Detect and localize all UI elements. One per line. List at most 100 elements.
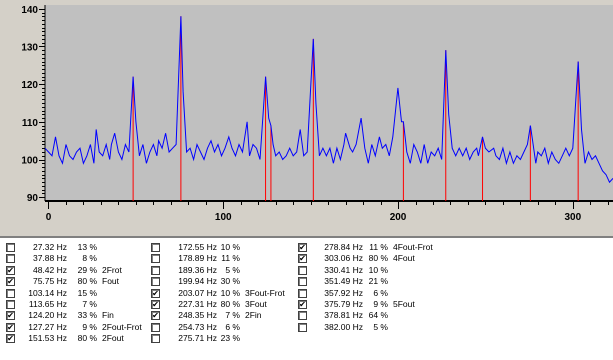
- peak-row: ✔ 278.84 Hz 11 % 4Fout-Frot: [0, 242, 613, 253]
- peak-percent: 7 %: [225, 310, 240, 321]
- spectrum-line: [44, 16, 613, 184]
- peak-row: 357.92 Hz 6 %: [0, 288, 613, 299]
- y-tick-label: 110: [22, 118, 39, 129]
- peak-frequency: 382.00 Hz: [324, 321, 363, 332]
- peak-checkbox[interactable]: [151, 265, 160, 275]
- peak-row: ✔ 203.07 Hz 10 % 3Fout-Frot: [0, 288, 613, 299]
- peak-percent: 10 %: [368, 264, 388, 275]
- peak-frequency: 357.92 Hz: [324, 287, 363, 298]
- peak-checkbox[interactable]: [151, 243, 160, 252]
- peak-percent: 23 %: [220, 333, 240, 344]
- peak-row: 330.41 Hz 10 %: [0, 265, 613, 276]
- peak-row: ✔ 75.75 Hz 80 % Fout: [0, 276, 613, 287]
- peak-percent: 5 %: [225, 264, 240, 275]
- peak-row: 275.71 Hz 23 %: [0, 333, 613, 344]
- peak-row: ✔ 124.20 Hz 33 % Fin: [0, 310, 613, 321]
- peak-percent: 80 %: [77, 276, 97, 287]
- peak-checkbox[interactable]: ✔: [298, 300, 307, 309]
- peak-checkbox[interactable]: ✔: [6, 311, 15, 321]
- peak-checkbox[interactable]: [151, 277, 160, 287]
- peak-percent: 6 %: [225, 321, 240, 332]
- peak-checkbox[interactable]: [298, 265, 307, 275]
- peak-frequency: 113.65 Hz: [28, 299, 67, 309]
- peak-row: ✔ 227.31 Hz 80 % 3Fout: [0, 299, 613, 310]
- peak-percent: 11 %: [221, 253, 240, 264]
- peak-row: 113.65 Hz 7 %: [0, 299, 613, 310]
- peak-checkbox[interactable]: ✔: [298, 254, 307, 264]
- peak-frequency: 27.32 Hz: [32, 242, 67, 252]
- peak-frequency: 227.31 Hz: [178, 299, 217, 309]
- peak-frequency: 172.55 Hz: [178, 242, 217, 252]
- peak-checkbox[interactable]: ✔: [6, 322, 15, 332]
- x-tick-label: 200: [390, 212, 407, 223]
- peak-percent: 10 %: [220, 242, 240, 252]
- peak-percent: 15 %: [77, 287, 97, 298]
- peak-row: 254.73 Hz 6 %: [0, 322, 613, 333]
- peak-frequency: 351.49 Hz: [324, 276, 363, 287]
- peak-row: ✔ 375.79 Hz 9 % 5Fout: [0, 299, 613, 310]
- peak-checkbox[interactable]: [6, 243, 15, 252]
- peak-row: ✔ 303.06 Hz 80 % 4Fout: [0, 253, 613, 264]
- peak-label: 4Fout-Frot: [393, 242, 433, 252]
- peak-label: 2Fout-Frot: [102, 321, 142, 332]
- peak-checkbox[interactable]: [6, 254, 15, 264]
- peak-checkbox[interactable]: [298, 277, 307, 287]
- peak-checkbox[interactable]: [298, 322, 307, 332]
- peak-frequency: 127.27 Hz: [28, 321, 67, 332]
- peak-percent: 13 %: [77, 242, 97, 252]
- peak-label: 2Fout: [102, 333, 124, 344]
- peak-frequency: 178.89 Hz: [178, 253, 217, 264]
- peak-percent: 30 %: [220, 276, 240, 287]
- peak-frequency: 189.36 Hz: [178, 264, 217, 275]
- peak-row: 27.32 Hz 13 %: [0, 242, 613, 253]
- y-tick-label: 90: [27, 193, 39, 204]
- peak-percent: 5 %: [373, 321, 388, 332]
- peak-checkbox[interactable]: [298, 288, 307, 298]
- peak-label: 3Fout: [245, 299, 267, 309]
- peak-row: 382.00 Hz 5 %: [0, 322, 613, 333]
- peak-frequency: 248.35 Hz: [178, 310, 217, 321]
- x-tick-label: 300: [564, 212, 581, 223]
- peak-frequency: 378.81 Hz: [324, 310, 363, 321]
- peak-checkbox[interactable]: ✔: [151, 288, 160, 298]
- peak-label: 5Fout: [393, 299, 415, 309]
- peak-checkbox[interactable]: [151, 334, 160, 344]
- peak-checkbox[interactable]: [6, 300, 15, 309]
- peak-checkbox[interactable]: ✔: [6, 277, 15, 287]
- peak-list-panel: 27.32 Hz 13 % 37.88 Hz 8 % ✔ 48.42 Hz 29 % 2Fro…: [0, 236, 613, 360]
- peak-row: 199.94 Hz 30 %: [0, 276, 613, 287]
- peak-row: ✔ 151.53 Hz 80 % 2Fout: [0, 333, 613, 344]
- peak-percent: 21 %: [368, 276, 388, 287]
- peak-frequency: 75.75 Hz: [32, 276, 67, 287]
- peak-percent: 8 %: [82, 253, 97, 264]
- y-tick-label: 120: [21, 80, 38, 91]
- peak-row: 351.49 Hz 21 %: [0, 276, 613, 287]
- peak-checkbox[interactable]: ✔: [151, 300, 160, 309]
- peak-frequency: 103.14 Hz: [28, 287, 67, 298]
- peak-percent: 11 %: [369, 242, 388, 252]
- peak-checkbox[interactable]: [6, 288, 15, 298]
- peak-percent: 9 %: [82, 321, 97, 332]
- peak-checkbox[interactable]: ✔: [6, 334, 15, 344]
- peak-label: 2Frot: [102, 264, 122, 275]
- peak-percent: 6 %: [373, 287, 388, 298]
- x-tick-label: 100: [215, 212, 232, 223]
- peak-percent: 64 %: [368, 310, 388, 321]
- peak-checkbox[interactable]: [151, 322, 160, 332]
- peak-label: 2Fin: [245, 310, 262, 321]
- peak-frequency: 254.73 Hz: [178, 321, 217, 332]
- peak-checkbox[interactable]: ✔: [298, 243, 307, 252]
- peak-row: 378.81 Hz 64 %: [0, 310, 613, 321]
- peak-checkbox[interactable]: ✔: [151, 311, 160, 321]
- peak-checkbox[interactable]: [151, 254, 160, 264]
- peak-row: 178.89 Hz 11 %: [0, 253, 613, 264]
- peak-percent: 80 %: [77, 333, 97, 344]
- peak-row: ✔ 48.42 Hz 29 % 2Frot: [0, 265, 613, 276]
- spectrum-chart: 90 100 110 120 130 140 0 100 200 300: [21, 5, 613, 223]
- peak-row: ✔ 127.27 Hz 9 % 2Fout-Frot: [0, 322, 613, 333]
- peak-checkbox[interactable]: [298, 311, 307, 321]
- peak-row: 103.14 Hz 15 %: [0, 288, 613, 299]
- y-tick-label: 130: [21, 42, 38, 53]
- peak-frequency: 375.79 Hz: [324, 299, 363, 309]
- peak-checkbox[interactable]: ✔: [6, 265, 15, 275]
